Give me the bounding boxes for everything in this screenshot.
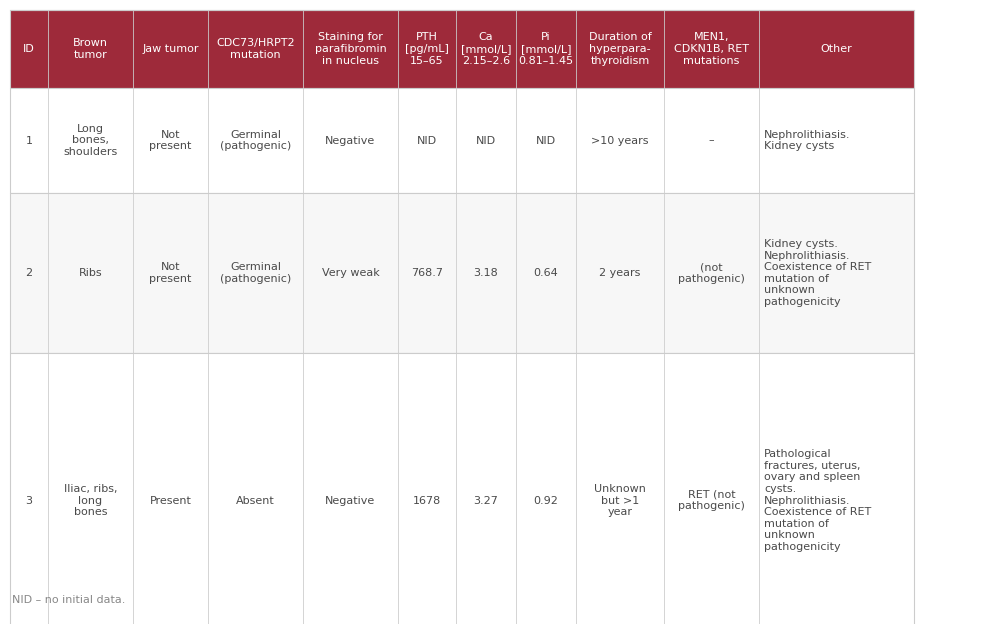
Bar xyxy=(516,10,576,88)
Bar xyxy=(48,193,133,353)
Text: Nephrolithiasis.
Kidney cysts: Nephrolithiasis. Kidney cysts xyxy=(764,130,850,151)
Bar xyxy=(576,353,664,624)
Text: 3: 3 xyxy=(26,495,32,505)
Bar xyxy=(303,10,398,88)
Text: 1: 1 xyxy=(26,135,32,145)
Bar xyxy=(516,353,576,624)
Text: 0.64: 0.64 xyxy=(534,268,558,278)
Text: Germinal
(pathogenic): Germinal (pathogenic) xyxy=(220,262,291,284)
Bar xyxy=(10,353,48,624)
Text: 768.7: 768.7 xyxy=(411,268,443,278)
Bar xyxy=(576,10,664,88)
Text: Negative: Negative xyxy=(325,135,376,145)
Bar xyxy=(10,193,914,353)
Text: Duration of
hyperpara-
thyroidism: Duration of hyperpara- thyroidism xyxy=(589,32,651,66)
Bar xyxy=(10,353,914,624)
Bar xyxy=(133,10,208,88)
Text: –: – xyxy=(709,135,714,145)
Bar xyxy=(664,10,759,88)
Bar xyxy=(48,10,133,88)
Text: Pi
[mmol/L]
0.81–1.45: Pi [mmol/L] 0.81–1.45 xyxy=(518,32,574,66)
Text: 2: 2 xyxy=(25,268,33,278)
Bar xyxy=(10,10,914,88)
Bar xyxy=(759,10,914,88)
Text: Not
present: Not present xyxy=(149,262,192,284)
Text: >10 years: >10 years xyxy=(591,135,649,145)
Bar xyxy=(456,353,516,624)
Text: Negative: Negative xyxy=(325,495,376,505)
Bar xyxy=(576,88,664,193)
Bar xyxy=(664,193,759,353)
Text: 3.27: 3.27 xyxy=(474,495,498,505)
Text: Other: Other xyxy=(821,44,852,54)
Text: Brown
tumor: Brown tumor xyxy=(73,38,108,60)
Bar xyxy=(208,353,303,624)
Bar xyxy=(398,10,456,88)
Bar xyxy=(303,193,398,353)
Bar xyxy=(10,193,914,353)
Bar xyxy=(398,353,456,624)
Text: Kidney cysts.
Nephrolithiasis.
Coexistence of RET
mutation of
unknown
pathogenic: Kidney cysts. Nephrolithiasis. Coexisten… xyxy=(764,239,871,307)
Bar xyxy=(10,353,914,624)
Bar xyxy=(133,88,208,193)
Bar xyxy=(208,193,303,353)
Bar xyxy=(516,88,576,193)
Bar xyxy=(759,88,914,193)
Bar xyxy=(456,10,516,88)
Text: 1678: 1678 xyxy=(413,495,441,505)
Bar xyxy=(303,353,398,624)
Bar xyxy=(10,193,48,353)
Text: MEN1,
CDKN1B, RET
mutations: MEN1, CDKN1B, RET mutations xyxy=(674,32,749,66)
Bar xyxy=(664,353,759,624)
Text: NID – no initial data.: NID – no initial data. xyxy=(12,595,125,605)
Text: Staining for
parafibromin
in nucleus: Staining for parafibromin in nucleus xyxy=(315,32,386,66)
Bar xyxy=(516,193,576,353)
Bar xyxy=(456,88,516,193)
Text: Present: Present xyxy=(150,495,191,505)
Text: Iliac, ribs,
long
bones: Iliac, ribs, long bones xyxy=(64,484,117,517)
Bar xyxy=(576,193,664,353)
Text: Unknown
but >1
year: Unknown but >1 year xyxy=(594,484,646,517)
Bar xyxy=(48,88,133,193)
Text: Ca
[mmol/L]
2.15–2.6: Ca [mmol/L] 2.15–2.6 xyxy=(461,32,511,66)
Text: (not
pathogenic): (not pathogenic) xyxy=(678,262,745,284)
Text: Long
bones,
shoulders: Long bones, shoulders xyxy=(63,124,118,157)
Bar xyxy=(10,88,914,193)
Bar xyxy=(10,10,48,88)
Bar xyxy=(133,193,208,353)
Bar xyxy=(759,353,914,624)
Text: PTH
[pg/mL]
15–65: PTH [pg/mL] 15–65 xyxy=(405,32,449,66)
Text: Germinal
(pathogenic): Germinal (pathogenic) xyxy=(220,130,291,151)
Text: Jaw tumor: Jaw tumor xyxy=(142,44,199,54)
Text: Very weak: Very weak xyxy=(322,268,379,278)
Text: ID: ID xyxy=(23,44,35,54)
Bar xyxy=(10,88,914,193)
Text: RET (not
pathogenic): RET (not pathogenic) xyxy=(678,490,745,511)
Text: 2 years: 2 years xyxy=(599,268,641,278)
Text: 3.18: 3.18 xyxy=(474,268,498,278)
Bar xyxy=(208,88,303,193)
Bar xyxy=(456,193,516,353)
Bar xyxy=(303,88,398,193)
Bar xyxy=(10,88,48,193)
Bar xyxy=(48,353,133,624)
Bar xyxy=(398,88,456,193)
Text: CDC73/HRPT2
mutation: CDC73/HRPT2 mutation xyxy=(216,38,295,60)
Bar xyxy=(208,10,303,88)
Bar xyxy=(759,193,914,353)
Bar xyxy=(664,88,759,193)
Text: NID: NID xyxy=(417,135,437,145)
Text: Not
present: Not present xyxy=(149,130,192,151)
Text: Ribs: Ribs xyxy=(79,268,102,278)
Text: 0.92: 0.92 xyxy=(534,495,558,505)
Text: Absent: Absent xyxy=(236,495,275,505)
Bar xyxy=(10,10,914,88)
Text: NID: NID xyxy=(536,135,556,145)
Text: Pathological
fractures, uterus,
ovary and spleen
cysts.
Nephrolithiasis.
Coexist: Pathological fractures, uterus, ovary an… xyxy=(764,449,871,552)
Bar xyxy=(398,193,456,353)
Bar xyxy=(133,353,208,624)
Text: NID: NID xyxy=(476,135,496,145)
